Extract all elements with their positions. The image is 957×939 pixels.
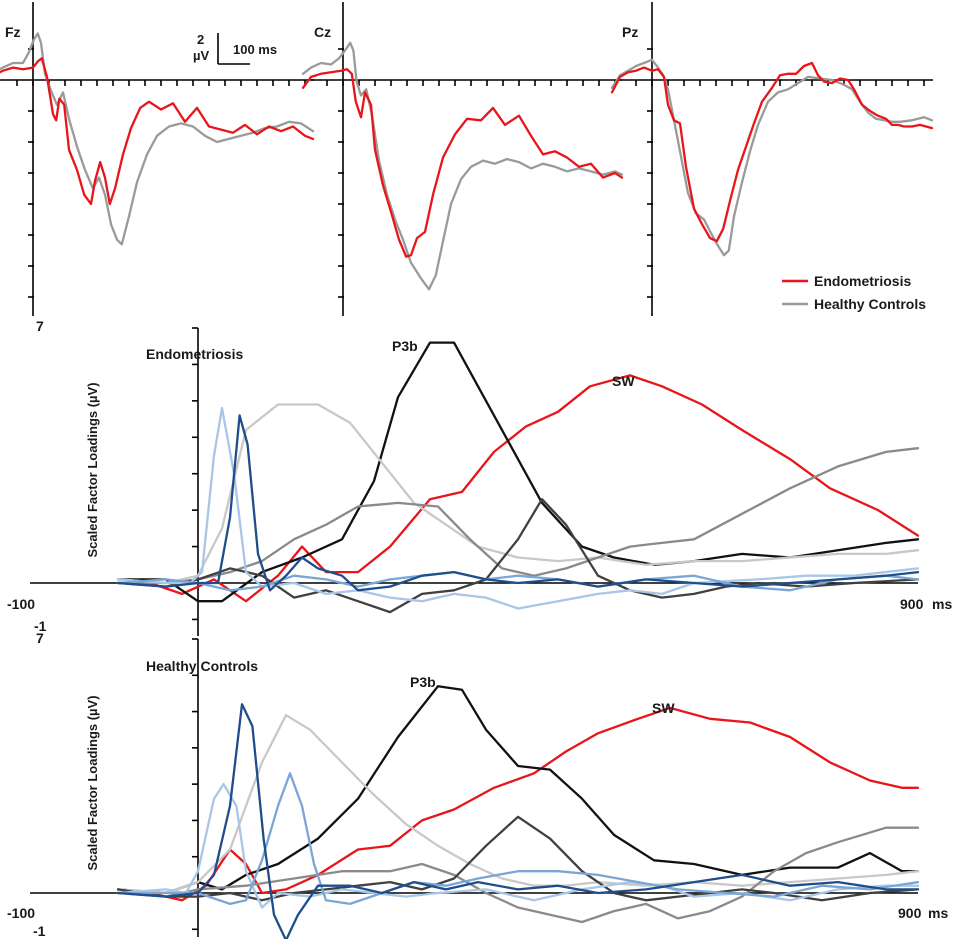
y-axis-label: Scaled Factor Loadings (µV): [85, 382, 100, 557]
factor-healthy-controls-p3b-line: [116, 685, 920, 895]
erp-fz-traces: [0, 32, 315, 246]
legend-label-endometriosis: Endometriosis: [814, 273, 911, 289]
electrode-label-cz: Cz: [314, 24, 331, 40]
factor-endometriosis-factor-8-line: [116, 414, 920, 592]
erp-pz-endometriosis-line: [610, 61, 934, 243]
scale-bar: 2 µV 100 ms: [193, 32, 277, 65]
group-label-healthy-controls: Healthy Controls: [146, 658, 258, 674]
x-unit-label: ms: [928, 905, 948, 921]
component-label-p3b: P3b: [392, 338, 418, 354]
erp-cz-healthy-controls-line: [301, 41, 624, 291]
erp-panel-fz: Fz: [0, 2, 315, 316]
component-label-p3b: P3b: [410, 674, 436, 690]
factor-healthy-controls-traces: [116, 685, 920, 939]
y-tick-label-top: 7: [36, 630, 44, 646]
erp-cz-endometriosis-line: [301, 68, 624, 258]
scale-bar-amplitude-unit: µV: [193, 48, 209, 63]
y-tick-label-top: 7: [36, 318, 44, 334]
factor-endometriosis-factor-4-line: [116, 447, 920, 585]
erp-fz-endometriosis-line: [0, 57, 315, 206]
electrode-label-pz: Pz: [622, 24, 638, 40]
legend: Endometriosis Healthy Controls: [782, 273, 926, 312]
factor-healthy-controls-factor-5-line: [116, 815, 920, 902]
x-tick-label-end: 900: [898, 905, 922, 921]
y-tick-label-bottom: -1: [33, 923, 46, 939]
x-tick-label-start: -100: [7, 905, 35, 921]
factor-panel-endometriosis: 7 -1 -100 900 ms Scaled Factor Loadings …: [7, 318, 952, 636]
x-tick-label-end: 900: [900, 596, 924, 612]
factor-endometriosis-p3b-line: [116, 341, 920, 603]
erp-pz-traces: [610, 58, 934, 257]
y-tick-label-bottom: -1: [34, 618, 47, 634]
erp-cz-traces: [301, 41, 624, 291]
legend-label-healthy-controls: Healthy Controls: [814, 296, 926, 312]
factor-healthy-controls-sw-line: [116, 706, 920, 902]
factor-healthy-controls-factor-8-line: [116, 703, 920, 939]
electrode-label-fz: Fz: [5, 24, 21, 40]
scale-bar-time-label: 100 ms: [233, 42, 277, 57]
erp-fz-axes: [0, 2, 314, 316]
group-label-endometriosis: Endometriosis: [146, 346, 243, 362]
erp-fz-healthy-controls-line: [0, 32, 315, 246]
factor-endometriosis-sw-line: [116, 374, 920, 603]
factor-endometriosis-factor-7-line: [116, 570, 920, 592]
x-unit-label: ms: [932, 596, 952, 612]
component-label-sw: SW: [612, 373, 635, 389]
factor-healthy-controls-factor-4-line: [116, 826, 920, 924]
factor-panel-healthy-controls: 7 -1 -100 900 ms Scaled Factor Loadings …: [7, 630, 948, 939]
erp-panel-pz: Pz: [610, 2, 934, 316]
erp-pz-axes: [620, 2, 933, 316]
factor-endometriosis-factor-6-line: [116, 406, 920, 610]
factor-endometriosis-traces: [116, 341, 920, 614]
y-axis-label: Scaled Factor Loadings (µV): [85, 695, 100, 870]
component-label-sw: SW: [652, 700, 675, 716]
scale-bar-amplitude-value: 2: [197, 32, 204, 47]
x-tick-label-start: -100: [7, 596, 35, 612]
erp-cz-axes: [311, 2, 622, 316]
erp-panel-cz: Cz: [301, 2, 624, 316]
